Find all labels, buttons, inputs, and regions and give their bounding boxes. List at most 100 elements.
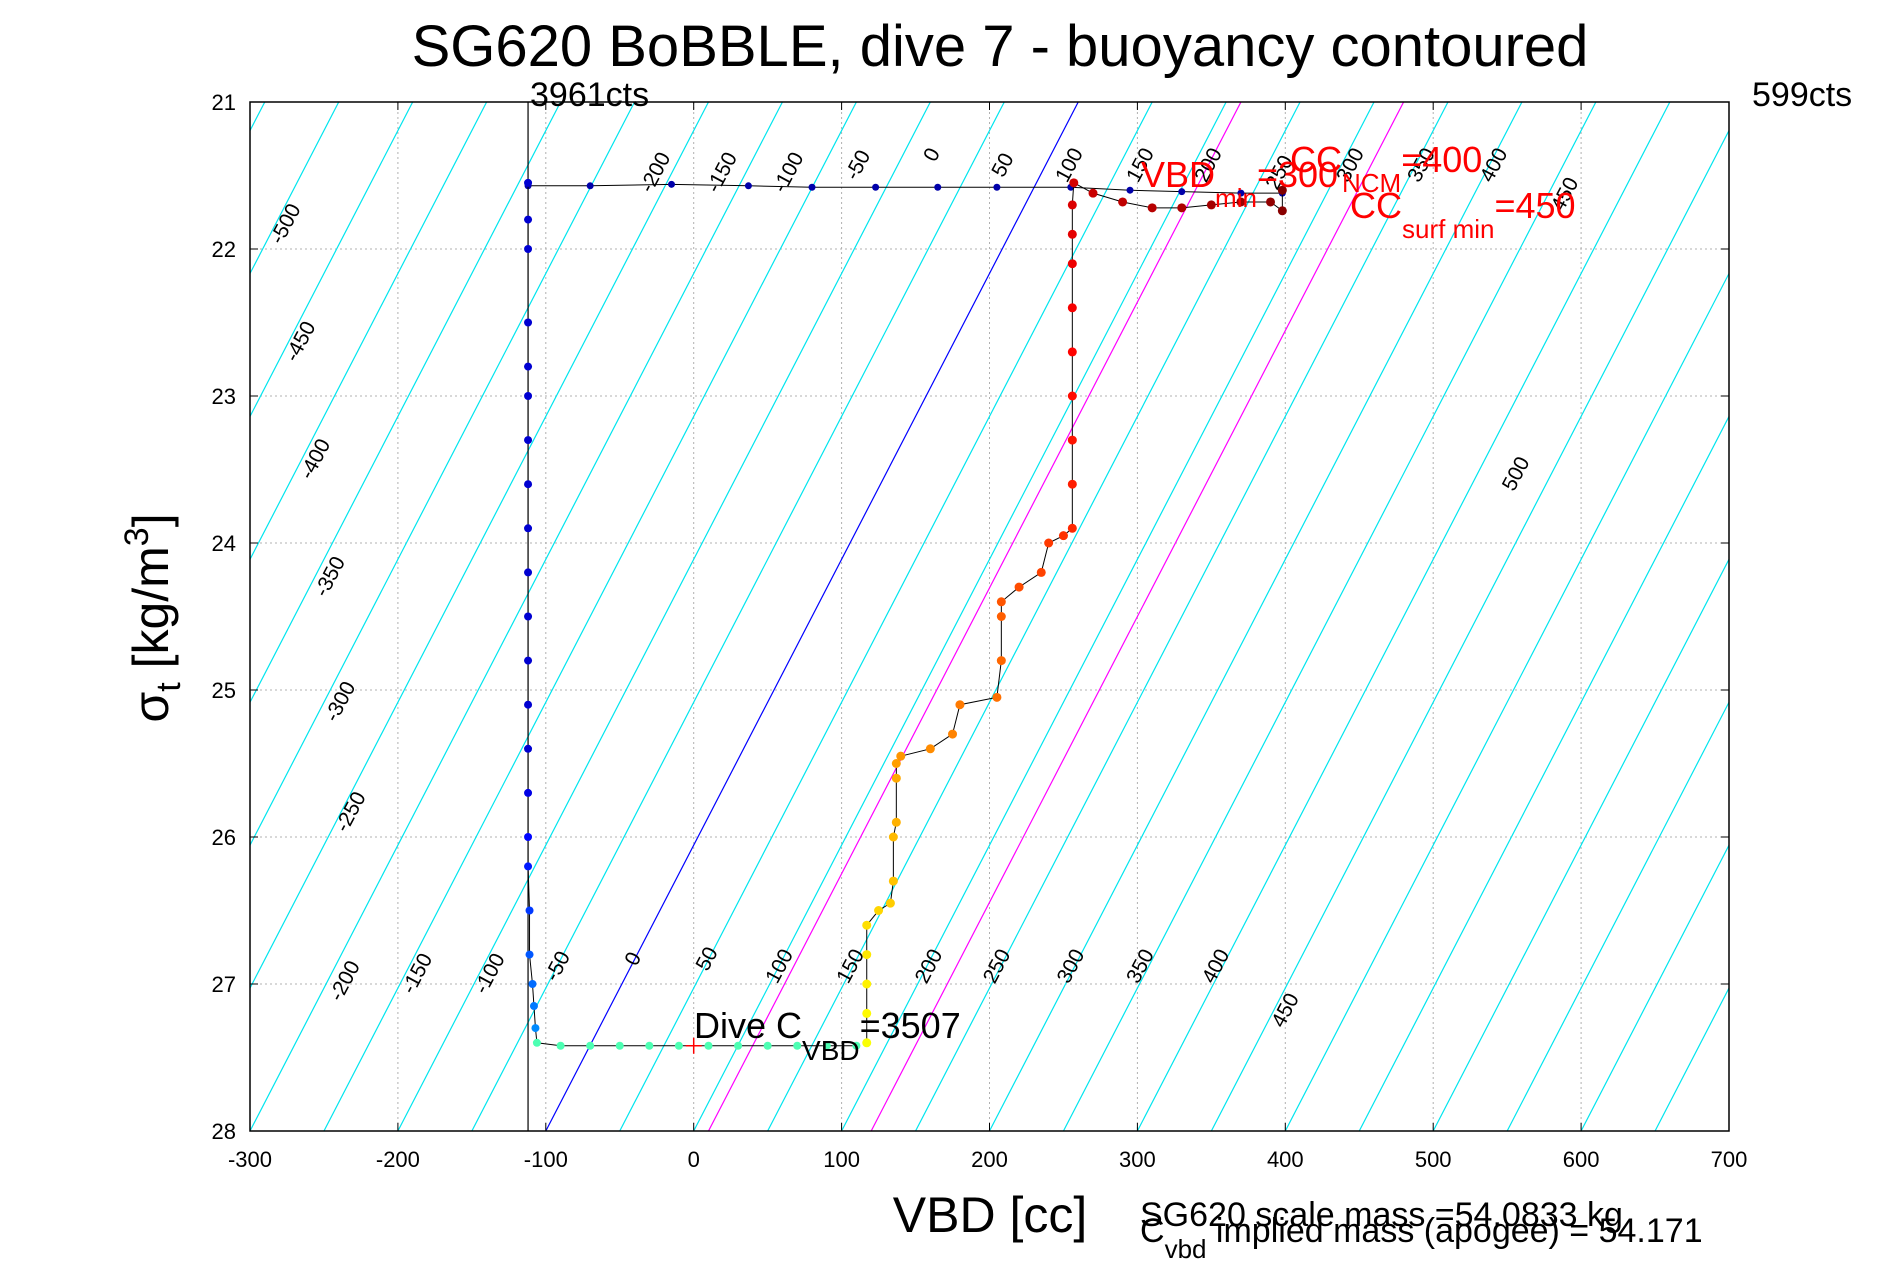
buoyancy-contour-line — [0, 102, 117, 1131]
dive-point — [645, 1041, 654, 1050]
surface-point — [872, 183, 880, 191]
y-tick-label: 22 — [212, 237, 236, 262]
climb-point — [1266, 197, 1276, 207]
climb-point — [1058, 531, 1068, 541]
magenta-threshold-line — [707, 102, 1242, 1131]
implied-mass-label: Cvbd implied mass (apogee) = 54.171 — [1140, 1212, 1703, 1262]
buoyancy-contour-line — [250, 102, 636, 847]
x-tick-label: 100 — [823, 1147, 860, 1172]
surface-point — [586, 182, 594, 190]
surface-point — [1178, 188, 1186, 196]
x-tick-label: -100 — [524, 1147, 568, 1172]
climb-point — [1236, 197, 1246, 207]
x-tick-label: 600 — [1563, 1147, 1600, 1172]
climb-point — [891, 773, 901, 783]
climb-point — [1067, 479, 1077, 489]
x-axis-ticks: -300 -200 -100 0 100 200 300 400 500 600 700 — [228, 102, 1747, 1172]
dive-point — [524, 568, 533, 577]
surface-point — [934, 183, 942, 191]
x-tick-label: 300 — [1119, 1147, 1156, 1172]
dive-point — [531, 1024, 540, 1033]
buoyancy-contour-line — [988, 102, 1523, 1131]
y-tick-label: 25 — [212, 678, 236, 703]
x-tick-label: 400 — [1267, 1147, 1304, 1172]
buoyancy-contour-line — [471, 102, 1005, 1131]
buoyancy-contour-line — [250, 102, 488, 561]
x-tick-label: 0 — [688, 1147, 700, 1172]
dive-point — [529, 1002, 538, 1011]
surface-point — [744, 182, 752, 190]
dive-point — [524, 318, 533, 327]
scale-mass-label: SG620 scale mass =54.0833 kg — [1140, 1196, 1623, 1234]
y-axis-ticks: 21 22 23 24 25 26 27 28 — [212, 90, 1729, 1144]
surface-point — [993, 183, 1001, 191]
climb-point — [1277, 206, 1287, 216]
climb-point — [862, 979, 872, 989]
vbd-min-annotation: VBDmin=300 — [1141, 154, 1338, 213]
buoyancy-contour-line — [619, 102, 1153, 1131]
dive-point — [524, 524, 533, 533]
dive-point — [704, 1041, 713, 1050]
buoyancy-contour-line — [915, 102, 1449, 1131]
buoyancy-contour-line — [841, 102, 1375, 1131]
dive-point — [524, 480, 533, 489]
dive-point — [525, 950, 534, 959]
dive-point — [852, 1041, 861, 1050]
dive-point — [524, 744, 533, 753]
buoyancy-contour-line — [250, 102, 783, 1131]
climb-point — [955, 700, 965, 710]
x-tick-label: 200 — [971, 1147, 1008, 1172]
climb-point — [1067, 435, 1077, 445]
climb-point — [1177, 203, 1187, 213]
buoyancy-contour-line — [1506, 700, 1729, 1131]
dive-point — [524, 788, 533, 797]
dive-point — [524, 436, 533, 445]
buoyancy-contour-line — [0, 102, 43, 1131]
buoyancy-contour-line — [1210, 129, 1729, 1131]
climb-point — [1147, 203, 1157, 213]
top-label-left: 3961cts — [530, 76, 649, 114]
climb-point — [992, 692, 1002, 702]
buoyancy-contour-line — [250, 102, 710, 990]
dive-point — [524, 612, 533, 621]
dive-point — [524, 178, 533, 187]
dive-c-vbd-annotation: Dive CVBD=3507 — [694, 1005, 961, 1066]
dive-point — [763, 1041, 772, 1050]
climb-point — [885, 898, 895, 908]
y-axis-label-unit: [kg/m — [123, 546, 179, 682]
dive-point — [528, 980, 537, 988]
magenta-threshold-line — [870, 102, 1405, 1131]
buoyancy-contour-line — [323, 102, 857, 1131]
climb-point — [891, 817, 901, 827]
dive-point — [793, 1041, 802, 1050]
buoyancy-contour-line — [1432, 558, 1729, 1131]
buoyancy-contour-line — [693, 102, 1227, 1131]
y-axis-label: σt [kg/m3] — [118, 513, 188, 722]
y-tick-label: 23 — [212, 384, 236, 409]
buoyancy-contour-line — [545, 102, 1079, 1131]
climb-point — [1118, 197, 1128, 207]
buoyancy-contour-line — [1136, 102, 1671, 1131]
climb-point — [1067, 303, 1077, 313]
climb-point — [1067, 391, 1077, 401]
x-tick-label: 500 — [1415, 1147, 1452, 1172]
climb-point — [925, 744, 935, 754]
y-axis-label-main: σ — [123, 692, 179, 723]
dive-point — [524, 362, 533, 371]
dive-point — [615, 1041, 624, 1050]
dive-point — [586, 1041, 595, 1050]
climb-point — [896, 751, 906, 761]
top-label-right: 599cts — [1752, 76, 1852, 114]
surface-point — [808, 183, 816, 191]
y-axis-label-close: ] — [123, 513, 179, 527]
buoyancy-contour-line — [397, 102, 931, 1131]
surface-point — [668, 180, 676, 188]
dive-point — [524, 833, 533, 841]
dive-point — [674, 1041, 683, 1050]
climb-point — [1067, 200, 1077, 210]
surface-point — [1126, 186, 1134, 194]
buoyancy-contour-line — [250, 102, 562, 704]
climb-point — [996, 656, 1006, 666]
buoyancy-contour-line — [1062, 102, 1597, 1131]
